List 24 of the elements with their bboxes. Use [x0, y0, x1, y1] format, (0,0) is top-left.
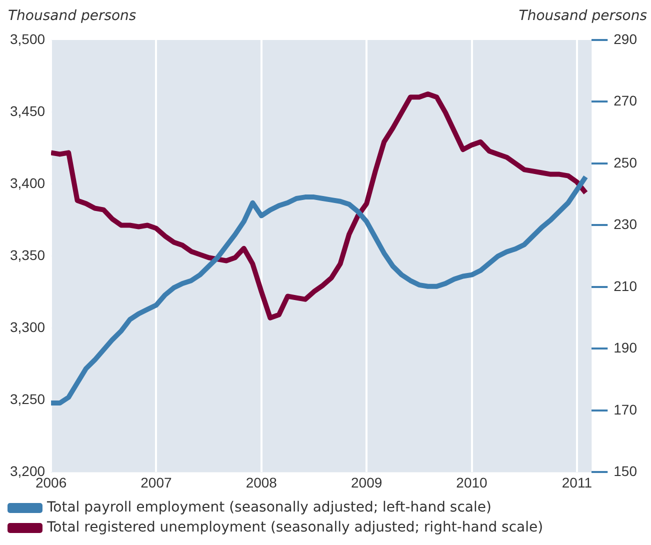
y-tick-label: 3,500 — [10, 30, 46, 47]
y-axis-title: Thousand persons — [8, 8, 136, 24]
y2-axis-title: Thousand persons — [518, 8, 647, 24]
x-tick-label: 2008 — [246, 474, 278, 490]
y-tick-label: 3,300 — [10, 318, 46, 335]
x-tick-label: 2011 — [562, 474, 592, 490]
y2-tick-label: 210 — [614, 278, 638, 294]
y-tick-label: 3,400 — [10, 174, 46, 191]
x-tick-label: 2010 — [456, 474, 488, 490]
y-tick-label: 3,350 — [10, 246, 46, 263]
legend-label: Total payroll employment (seasonally adjusted; left-hand scale) — [46, 500, 492, 516]
y-tick-label: 3,450 — [10, 102, 46, 119]
y2-tick-label: 250 — [614, 154, 638, 170]
x-tick-label: 2009 — [350, 474, 382, 490]
x-tick-label: 2007 — [140, 474, 172, 490]
y-tick-label: 3,250 — [10, 391, 46, 408]
y-tick-label: 3,200 — [10, 463, 46, 480]
y2-tick-label: 170 — [614, 401, 638, 418]
y2-tick-label: 150 — [614, 463, 638, 480]
y2-tick-label: 230 — [614, 216, 638, 232]
y2-tick-label: 270 — [614, 92, 638, 109]
y2-tick-label: 190 — [614, 340, 638, 356]
legend-label: Total registered unemployment (seasonally adjusted; right-hand scale) — [46, 520, 544, 536]
y2-tick-label: 290 — [614, 30, 638, 47]
